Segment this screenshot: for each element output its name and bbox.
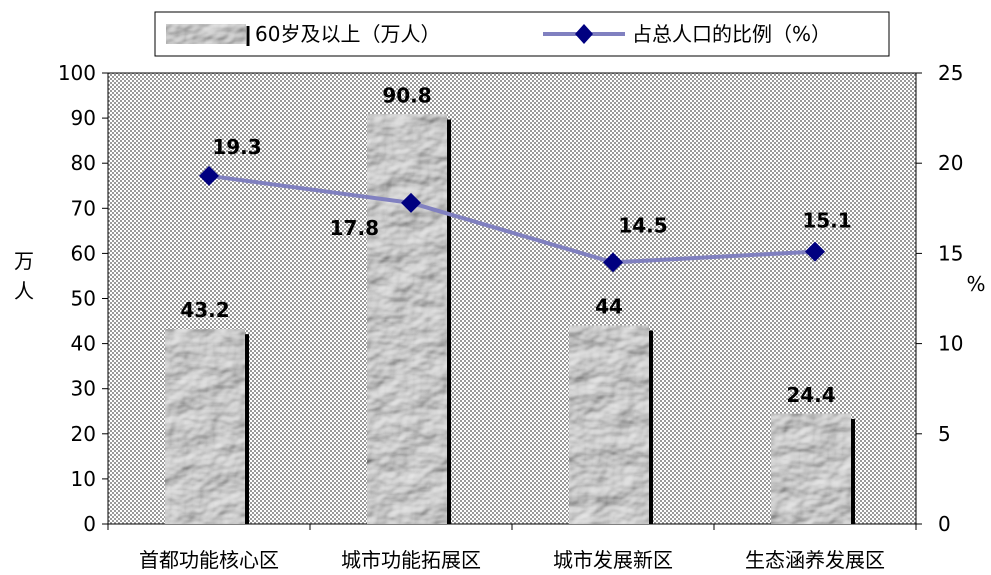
right-tick-label: 25 — [938, 61, 963, 85]
left-tick-label: 90 — [71, 106, 96, 130]
line-data-label: 15.1 — [802, 209, 851, 233]
line-series — [199, 165, 825, 273]
x-category-label: 首都功能核心区 — [139, 548, 279, 572]
right-tick-label: 20 — [938, 151, 963, 175]
legend-bar-swatch — [165, 23, 247, 45]
left-tick-label: 60 — [71, 241, 96, 265]
legend-bar-label: 60岁及以上（万人） — [255, 22, 440, 46]
left-tick-label: 30 — [71, 377, 96, 401]
left-tick-label: 10 — [71, 467, 96, 491]
right-axis-title: % — [966, 272, 985, 296]
right-axis: 0 5 10 15 20 25 — [916, 61, 963, 536]
bar-data-label: 90.8 — [382, 83, 431, 107]
bar-series — [164, 113, 855, 525]
left-tick-label: 80 — [71, 151, 96, 175]
line-data-label: 14.5 — [618, 213, 667, 237]
left-axis-title-char-2: 人 — [14, 279, 34, 303]
legend-box — [154, 11, 890, 57]
line-marker — [401, 192, 421, 213]
legend-line-marker — [575, 24, 593, 44]
legend-line-label: 占总人口的比例（%） — [632, 22, 831, 46]
right-tick-label: 0 — [938, 512, 951, 536]
bar — [568, 325, 650, 525]
left-tick-label: 50 — [71, 287, 96, 311]
line-data-label: 19.3 — [212, 135, 261, 159]
x-category-label: 生态涵养发展区 — [745, 548, 885, 572]
bar-data-labels: 43.2 90.8 44 24.4 — [180, 83, 835, 406]
bar-data-label: 44 — [595, 295, 623, 319]
left-axis-title-char-1: 万 — [14, 249, 34, 273]
bar — [770, 413, 852, 525]
line-marker — [199, 165, 219, 186]
bar-data-label: 43.2 — [180, 298, 229, 322]
bar — [164, 328, 246, 525]
bar — [366, 113, 448, 525]
line-marker — [603, 252, 623, 273]
left-tick-label: 0 — [83, 512, 96, 536]
x-category-label: 城市发展新区 — [553, 548, 673, 572]
line-marker — [805, 241, 825, 262]
left-tick-label: 100 — [58, 61, 96, 85]
left-axis: 0 10 20 30 40 50 60 70 80 90 100 — [58, 61, 108, 536]
line-path — [208, 173, 816, 265]
left-tick-label: 20 — [71, 422, 96, 446]
left-tick-label: 40 — [71, 332, 96, 356]
x-axis: 首都功能核心区 城市功能拓展区 城市发展新区 生态涵养发展区 — [107, 524, 917, 572]
line-data-label: 17.8 — [330, 216, 379, 240]
right-tick-label: 10 — [938, 332, 963, 356]
x-category-label: 城市功能拓展区 — [341, 548, 481, 572]
line-data-labels: 19.3 17.8 14.5 15.1 — [212, 135, 851, 240]
right-tick-label: 5 — [938, 422, 951, 446]
bar-data-label: 24.4 — [786, 383, 835, 407]
left-tick-label: 70 — [71, 196, 96, 220]
right-tick-label: 15 — [938, 241, 963, 265]
legend: 60岁及以上（万人） 占总人口的比例（%） — [154, 11, 890, 57]
left-axis-title: 万 人 — [14, 249, 34, 303]
